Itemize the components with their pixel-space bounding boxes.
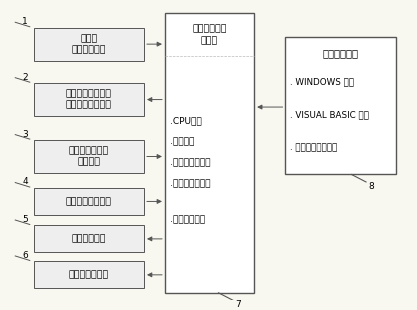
Text: .存储单元: .存储单元 [170,137,194,146]
Text: 防盗报警传感器
触发装置: 防盗报警传感器 触发装置 [69,146,109,166]
Text: 摄像机云台和变焦
镜头变倍控制装置: 摄像机云台和变焦 镜头变倍控制装置 [66,90,112,110]
Text: 摄像机
视频输入装置: 摄像机 视频输入装置 [72,34,106,54]
Text: 多媒体计算机: 多媒体计算机 [322,48,359,58]
Text: .开关量输出单元: .开关量输出单元 [170,179,210,188]
Text: . VISUAL BASIC 软件: . VISUAL BASIC 软件 [289,110,369,119]
Text: .CPU电源: .CPU电源 [170,116,201,125]
Text: .主动通讯功能: .主动通讯功能 [170,215,205,224]
Bar [34,188,144,215]
Bar [34,83,144,116]
Bar [34,28,144,61]
Bar [34,261,144,288]
Text: 高档可编程序
控制器: 高档可编程序 控制器 [192,25,227,46]
Text: 声音监听输入装置: 声音监听输入装置 [66,197,112,206]
Text: .开关量输入单元: .开关量输入单元 [170,158,210,167]
Text: . 监控管理调度软件: . 监控管理调度软件 [289,143,337,152]
Text: 7: 7 [235,300,241,309]
Text: 灯光控制装置: 灯光控制装置 [72,234,106,243]
Text: . WINDOWS 软件: . WINDOWS 软件 [289,77,354,86]
Text: 6: 6 [22,251,28,260]
Text: 4: 4 [22,177,28,186]
Text: 5: 5 [22,215,28,224]
Text: 8: 8 [368,182,374,191]
Text: 3: 3 [22,130,28,139]
Bar [34,140,144,173]
Text: 2: 2 [22,73,28,82]
Text: 1: 1 [22,17,28,26]
Bar [165,13,254,293]
Bar [285,37,396,175]
Bar [34,225,144,252]
Text: 监视器显示装置: 监视器显示装置 [69,270,109,279]
